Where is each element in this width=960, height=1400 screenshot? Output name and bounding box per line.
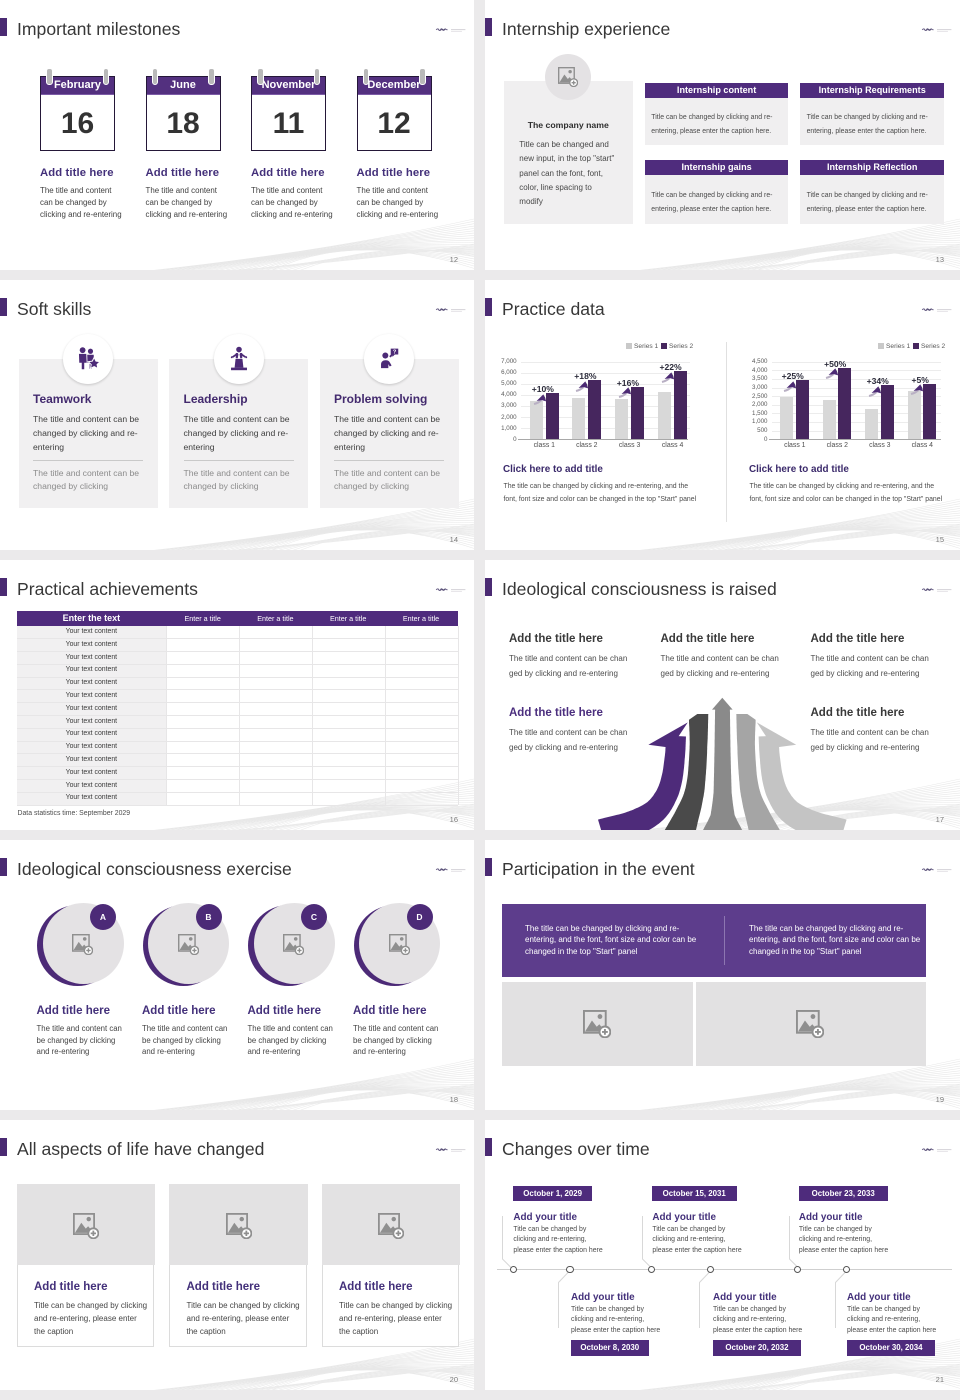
svg-text:?: ? [393,349,397,355]
